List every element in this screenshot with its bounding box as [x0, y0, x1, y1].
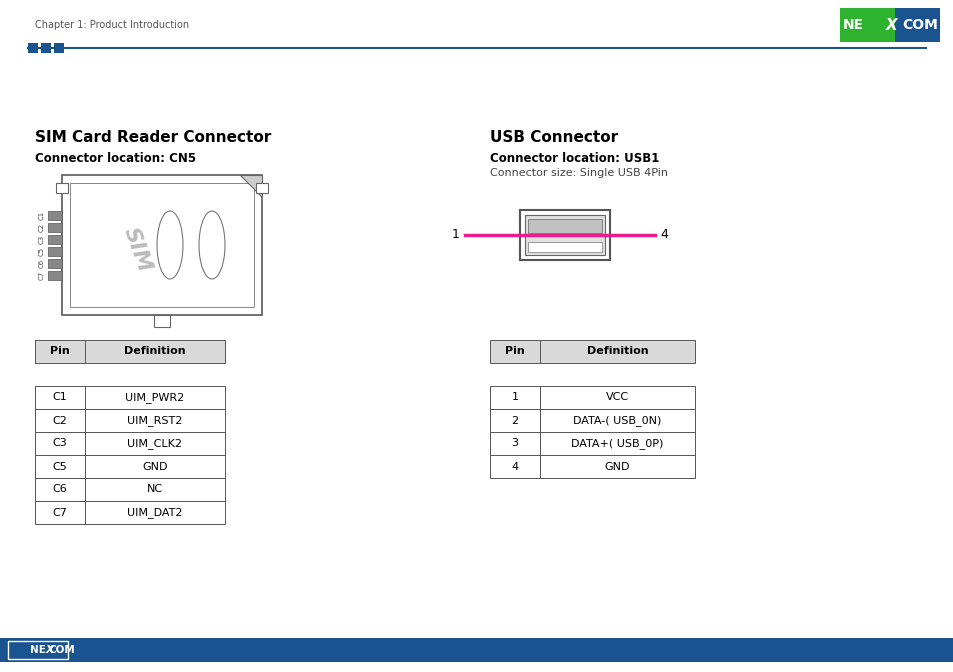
Text: 2: 2 — [511, 415, 518, 425]
Bar — [62, 175, 262, 315]
Bar — [35, 432, 85, 455]
Bar — [85, 501, 225, 524]
Text: GND: GND — [142, 462, 168, 472]
Bar — [85, 455, 225, 478]
Text: SIM Card Reader Connector: SIM Card Reader Connector — [35, 130, 271, 145]
Bar — [255, 183, 268, 193]
Text: 4: 4 — [659, 228, 667, 241]
Text: Chapter 1: Product Introduction: Chapter 1: Product Introduction — [35, 20, 189, 30]
Bar — [28, 43, 38, 53]
Text: GND: GND — [604, 462, 630, 472]
Ellipse shape — [199, 211, 225, 279]
Text: Connector location: CN5: Connector location: CN5 — [35, 152, 196, 165]
Text: UIM_CLK2: UIM_CLK2 — [128, 438, 182, 449]
Text: C2: C2 — [52, 415, 68, 425]
Bar — [524, 215, 604, 255]
Bar — [48, 210, 62, 220]
Bar — [840, 8, 894, 42]
Ellipse shape — [157, 211, 183, 279]
Text: 4: 4 — [511, 462, 518, 472]
Bar — [490, 455, 539, 478]
Text: DATA-( USB_0N): DATA-( USB_0N) — [573, 415, 661, 426]
Bar — [85, 432, 225, 455]
Bar — [153, 315, 170, 327]
Bar — [894, 8, 939, 42]
Bar — [56, 183, 68, 193]
Text: C5: C5 — [52, 462, 68, 472]
Text: C7: C7 — [52, 507, 68, 517]
Bar — [70, 183, 253, 307]
Bar — [48, 259, 62, 267]
Text: UIM_DAT2: UIM_DAT2 — [127, 507, 183, 518]
Bar — [8, 641, 68, 659]
Text: DATA+( USB_0P): DATA+( USB_0P) — [571, 438, 663, 449]
Bar — [35, 409, 85, 432]
Bar — [0, 638, 953, 662]
Bar — [527, 219, 601, 233]
Text: C1: C1 — [52, 392, 68, 403]
Text: C6: C6 — [39, 258, 45, 267]
Text: 1: 1 — [511, 392, 518, 403]
Bar — [539, 386, 695, 409]
Bar — [35, 478, 85, 501]
Bar — [35, 340, 85, 363]
Text: COM: COM — [902, 18, 938, 32]
Bar — [48, 222, 62, 231]
Text: X: X — [885, 17, 897, 32]
Text: UIM_RST2: UIM_RST2 — [127, 415, 182, 426]
Bar — [490, 340, 539, 363]
Bar — [35, 386, 85, 409]
Polygon shape — [240, 175, 262, 197]
Text: NC: NC — [147, 485, 163, 495]
Text: C3: C3 — [52, 439, 68, 448]
Bar — [85, 478, 225, 501]
Text: UIM_PWR2: UIM_PWR2 — [125, 392, 185, 403]
Bar — [85, 386, 225, 409]
Text: 1: 1 — [452, 228, 459, 241]
Bar — [48, 235, 62, 243]
Text: X: X — [46, 645, 54, 655]
Bar — [54, 43, 64, 53]
Bar — [539, 340, 695, 363]
Text: Pin: Pin — [51, 347, 70, 357]
Bar — [35, 455, 85, 478]
Bar — [490, 409, 539, 432]
Bar — [519, 210, 609, 260]
Bar — [48, 247, 62, 255]
Text: USB Connector: USB Connector — [490, 130, 618, 145]
Text: Definition: Definition — [586, 347, 648, 357]
Bar — [527, 242, 601, 252]
Text: Connector location: USB1: Connector location: USB1 — [490, 152, 659, 165]
Text: NE: NE — [841, 18, 862, 32]
Text: Pin: Pin — [504, 347, 524, 357]
Bar — [490, 432, 539, 455]
Text: C1: C1 — [39, 210, 45, 220]
Text: C2: C2 — [39, 222, 45, 232]
Bar — [41, 43, 51, 53]
Bar — [539, 409, 695, 432]
Text: C6: C6 — [52, 485, 68, 495]
Bar — [35, 501, 85, 524]
Text: NE: NE — [30, 645, 46, 655]
Text: C7: C7 — [39, 270, 45, 280]
Text: C3: C3 — [39, 235, 45, 244]
Bar — [539, 455, 695, 478]
Text: C5: C5 — [39, 247, 45, 255]
Bar — [539, 432, 695, 455]
Text: 3: 3 — [511, 439, 518, 448]
Text: COM: COM — [49, 645, 75, 655]
Bar — [85, 340, 225, 363]
Bar — [85, 409, 225, 432]
Text: VCC: VCC — [605, 392, 628, 403]
Bar — [490, 386, 539, 409]
Bar — [48, 271, 62, 280]
Text: Connector size: Single USB 4Pin: Connector size: Single USB 4Pin — [490, 168, 667, 178]
Text: Definition: Definition — [124, 347, 186, 357]
Text: SIM: SIM — [119, 225, 154, 276]
